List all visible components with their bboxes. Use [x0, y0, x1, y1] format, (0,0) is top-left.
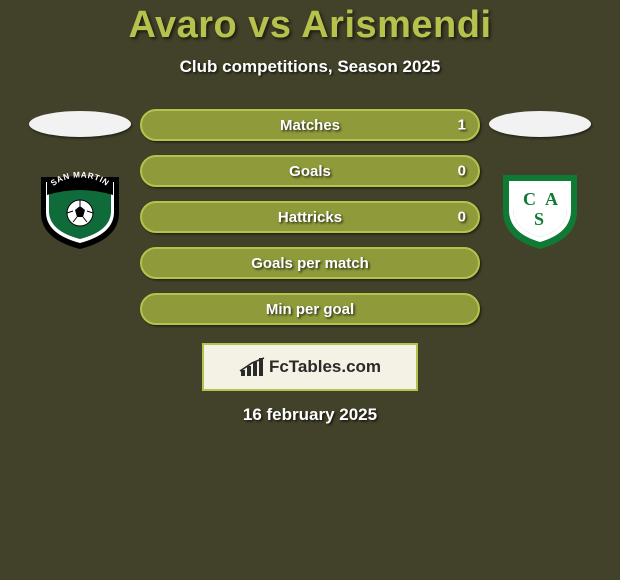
- svg-text:A: A: [545, 189, 558, 209]
- content-root: Avaro vs Arismendi Club competitions, Se…: [0, 0, 620, 580]
- svg-text:S: S: [534, 209, 544, 229]
- stat-bar-hattricks: Hattricks 0: [140, 201, 480, 233]
- right-column: C A S: [480, 105, 600, 251]
- san-martin-shield-icon: SAN MARTIN: [31, 167, 129, 251]
- main-row: SAN MARTIN Matches 1 Goals 0: [0, 105, 620, 325]
- page-subtitle: Club competitions, Season 2025: [180, 57, 441, 77]
- stat-bar-matches: Matches 1: [140, 109, 480, 141]
- stat-bar-goals-per-match: Goals per match: [140, 247, 480, 279]
- branding-text: FcTables.com: [269, 357, 381, 377]
- branding-box: FcTables.com: [202, 343, 418, 391]
- stats-bars: Matches 1 Goals 0 Hattricks 0 Goals per …: [140, 105, 480, 325]
- left-column: SAN MARTIN: [20, 105, 140, 251]
- bar-chart-icon: [239, 356, 265, 378]
- left-club-badge: SAN MARTIN: [31, 167, 129, 251]
- stat-label: Hattricks: [278, 209, 342, 226]
- stat-right-value: 1: [458, 117, 466, 134]
- svg-text:C: C: [523, 189, 536, 209]
- stat-bar-min-per-goal: Min per goal: [140, 293, 480, 325]
- stat-label: Goals: [289, 163, 331, 180]
- date-line: 16 february 2025: [243, 405, 377, 425]
- stat-label: Min per goal: [266, 301, 354, 318]
- stat-right-value: 0: [458, 209, 466, 226]
- stat-bar-goals: Goals 0: [140, 155, 480, 187]
- stat-label: Goals per match: [251, 255, 369, 272]
- left-player-oval: [29, 111, 131, 137]
- right-club-badge: C A S: [491, 167, 589, 251]
- stat-right-value: 0: [458, 163, 466, 180]
- stat-label: Matches: [280, 117, 340, 134]
- page-title: Avaro vs Arismendi: [128, 4, 491, 47]
- cas-shield-icon: C A S: [491, 167, 589, 251]
- right-player-oval: [489, 111, 591, 137]
